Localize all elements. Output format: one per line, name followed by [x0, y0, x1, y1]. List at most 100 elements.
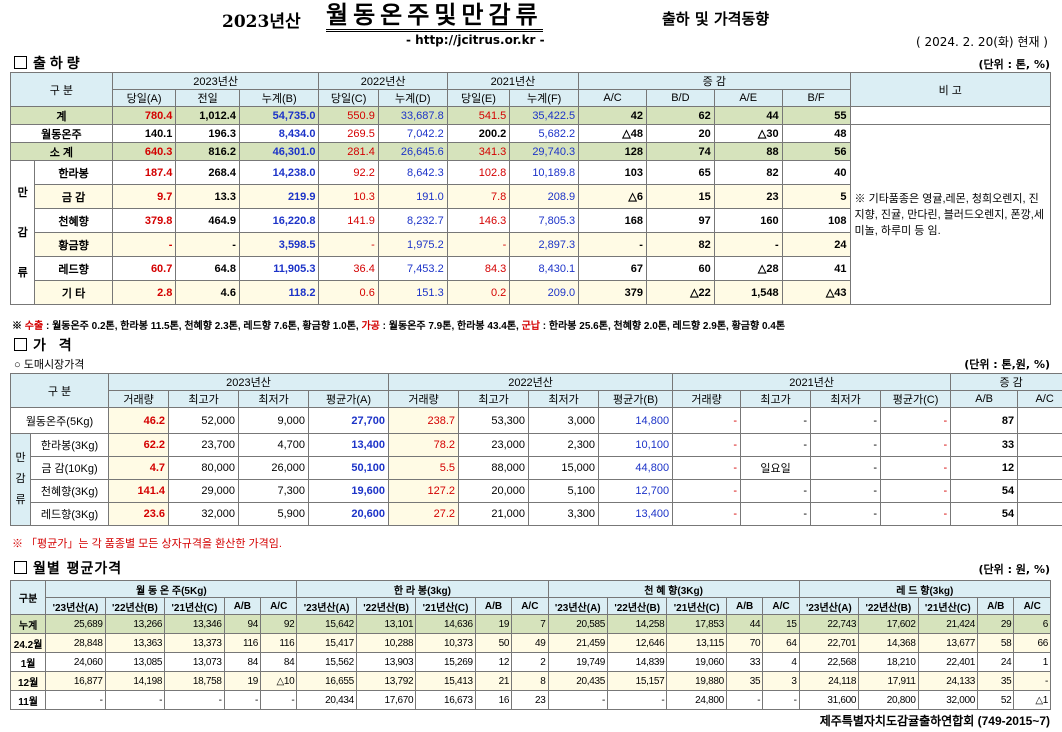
price-subheader-cell: 최고가 — [168, 390, 240, 408]
monthly-value-cell: 13,266 — [104, 614, 166, 634]
shipment-section-title: 출하량 — [14, 53, 84, 73]
price-row-label: 레드향(3Kg) — [29, 502, 110, 526]
monthly-value-cell: 15,269 — [415, 652, 476, 672]
group-label-char: 류 — [17, 266, 28, 279]
price-value-cell: 4,700 — [238, 433, 310, 457]
shipment-value-cell: 92.2 — [318, 160, 379, 185]
monthly-group-header: 한 라 봉(3kg) — [296, 580, 549, 598]
shipment-row-label: 금 감 — [34, 184, 113, 209]
monthly-group-header-row: 구분 월 동 온 주(5Kg) 한 라 봉(3kg) 천 혜 향(3Kg) 레 드 향… — [9, 580, 1052, 615]
price-value-cell: 62.2 — [108, 433, 170, 457]
monthly-value-cell: - — [45, 690, 106, 710]
shipment-value-cell: 128 — [578, 142, 647, 161]
shipment-value-cell: 62 — [645, 106, 715, 125]
shipment-value-cell: 8,434.0 — [238, 124, 320, 143]
monthly-value-cell: - — [164, 690, 225, 710]
shipment-subheader-cell: 당일(E) — [446, 89, 511, 107]
price-value-cell: 32,000 — [168, 502, 240, 526]
price-value-cell: 3,300 — [528, 502, 600, 526]
shipment-value-cell: 36.4 — [318, 256, 379, 281]
price-value-cell: 52,000 — [168, 407, 240, 434]
group-label-char: 감 — [15, 473, 26, 485]
checkbox-square-icon — [14, 561, 27, 574]
monthly-value-cell: 16 — [474, 690, 513, 710]
price-value-cell: 21,000 — [458, 502, 530, 526]
monthly-value-cell: 6 — [1013, 614, 1051, 634]
shipment-value-cell: 7,805.3 — [509, 208, 580, 233]
shipment-value-cell: 5 — [781, 184, 851, 209]
price-row: 레드향(3Kg) 23.6 32,000 5,900 20,600 27.2 21,000 3… — [11, 502, 1062, 526]
price-value-cell: - — [810, 407, 882, 434]
monthly-value-cell: 35 — [977, 671, 1015, 691]
shipment-2022-header: 2022년산 — [318, 72, 448, 90]
shipment-value-cell: 35,422.5 — [509, 106, 580, 125]
shipment-value-cell: 67 — [578, 256, 647, 281]
monthly-subheader-cell: '22년산(B) — [104, 597, 166, 615]
monthly-value-cell: 44 — [725, 614, 764, 634]
shipment-value-cell: 4.6 — [175, 280, 240, 305]
shipment-value-cell: 464.9 — [175, 208, 240, 233]
monthly-value-cell: 17,911 — [858, 671, 919, 691]
shipment-value-cell: 219.9 — [238, 184, 320, 209]
shipment-value-cell: 208.9 — [509, 184, 580, 209]
shipment-value-cell: 65 — [645, 160, 715, 185]
monthly-subheader-cell: '23년산(A) — [798, 597, 860, 615]
price-value-cell: 53,300 — [458, 407, 530, 434]
monthly-value-cell: 14,368 — [858, 633, 919, 653]
monthly-value-cell: 16,673 — [415, 690, 476, 710]
price-2023-header: 2023년산 — [108, 373, 390, 391]
monthly-subheader-cell: A/C — [511, 597, 549, 615]
monthly-subheader-cell: '22년산(B) — [606, 597, 668, 615]
price-row-label: 금 감(10Kg) — [29, 456, 110, 480]
shipment-subheader-cell: 누계(D) — [377, 89, 448, 107]
price-value-cell: - — [740, 479, 812, 503]
price-value-cell: 26,000 — [238, 456, 310, 480]
shipment-value-cell: 341.3 — [446, 142, 511, 161]
price-subheader-cell: 거래량 — [388, 390, 460, 408]
shipment-value-cell: △30 — [713, 124, 783, 143]
monthly-value-cell: 64 — [762, 633, 800, 653]
monthly-value-cell: 17,853 — [666, 614, 727, 634]
shipment-value-cell: 29,740.3 — [509, 142, 580, 161]
price-value-cell: - — [1017, 479, 1062, 503]
shipment-value-cell: 60 — [645, 256, 715, 281]
price-value-cell: 80,000 — [168, 456, 240, 480]
shipment-value-cell: 64.8 — [175, 256, 240, 281]
shipment-value-cell: 816.2 — [175, 142, 240, 161]
price-value-cell: - — [740, 407, 812, 434]
shipment-value-cell: 2.8 — [111, 280, 177, 305]
price-value-cell: 44,800 — [598, 456, 674, 480]
price-value-cell: 23,700 — [168, 433, 240, 457]
monthly-value-cell: 19 — [474, 614, 513, 634]
monthly-value-cell: 21,424 — [917, 614, 979, 634]
shipment-row-label: 레드향 — [34, 256, 113, 281]
shipment-value-cell: 1,975.2 — [377, 232, 448, 257]
monthly-value-cell: 17,602 — [858, 614, 919, 634]
shipment-value-cell: 102.8 — [446, 160, 511, 185]
monthly-value-cell: 19 — [223, 671, 261, 691]
price-change-header: 증 감 — [950, 373, 1062, 391]
price-section-title: 가 격 — [14, 335, 76, 355]
shipment-2023-header: 2023년산 — [111, 72, 320, 90]
group-label-char: 만 — [17, 186, 28, 199]
price-row-label: 한라봉(3Kg) — [29, 433, 110, 457]
monthly-value-cell: 13,085 — [104, 652, 166, 672]
publisher-footer: 제주특별자치도감귤출하연합회 (749-2015~7) — [819, 714, 1050, 728]
price-value-cell: 29,000 — [168, 479, 240, 503]
shipment-value-cell: 10,189.8 — [509, 160, 580, 185]
price-value-cell: 12,700 — [598, 479, 674, 503]
shipment-row-label: 계 — [10, 106, 113, 125]
monthly-value-cell: 52 — [977, 690, 1015, 710]
shipment-value-cell: 3,598.5 — [238, 232, 320, 257]
website-link[interactable]: - http://jcitrus.or.kr - — [406, 33, 545, 47]
shipment-value-cell: 0.6 — [318, 280, 379, 305]
price-row: 금 감(10Kg) 4.7 80,000 26,000 50,100 5.5 88,000 1… — [11, 456, 1062, 480]
monthly-subheader-cell: A/C — [259, 597, 298, 615]
price-value-cell: 13,400 — [598, 502, 674, 526]
shipment-change-header: 증 감 — [578, 72, 851, 90]
shipment-value-cell: 268.4 — [175, 160, 240, 185]
monthly-subheader-cell: '22년산(B) — [355, 597, 417, 615]
shipment-value-cell: - — [713, 232, 783, 257]
shipment-value-cell: 160 — [713, 208, 783, 233]
monthly-subheader-cell: A/C — [762, 597, 800, 615]
